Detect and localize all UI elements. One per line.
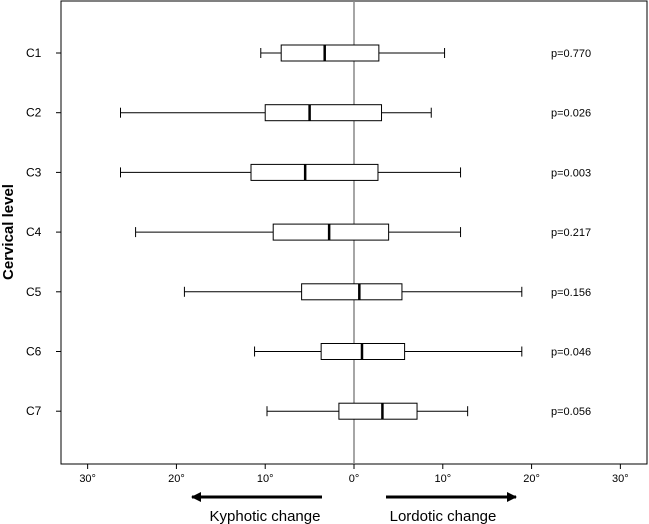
p-value-label: p=0.026 [551,108,591,120]
x-tick-label: 0° [349,473,360,485]
x-axis-ticks: 30° 20° 10° 0° 10° 20° 30° [79,464,629,485]
p-value-label: p=0.156 [551,287,591,299]
p-value-label: p=0.217 [551,227,591,239]
x-tick-label: 20° [523,473,540,485]
box-c1: C1 p=0.770 [26,44,591,62]
p-value-label: p=0.046 [551,347,591,359]
box-c2: C2 p=0.026 [26,104,591,122]
iqr-box [272,223,390,241]
p-value-label: p=0.770 [551,48,591,60]
x-tick-label: 20° [168,473,185,485]
p-value-label: p=0.003 [551,167,591,179]
category-label: C3 [26,165,42,179]
category-label: C2 [26,106,42,120]
iqr-box [280,44,380,62]
category-label: C6 [26,345,42,359]
x-tick-label: 30° [612,473,629,485]
lordotic-change-label: Lordotic change [390,508,497,524]
iqr-box [264,104,383,122]
category-label: C5 [26,285,42,299]
category-label: C7 [26,404,42,418]
kyphotic-change-label: Kyphotic change [210,508,321,524]
box-c7: C7 p=0.056 [26,402,591,420]
category-label: C4 [26,225,42,239]
x-tick-label: 30° [79,473,96,485]
boxes-layer: C1 p=0.770 C2 p=0.026 C3 p=0.003 C4 p=0.217 C5 p=… [26,44,591,420]
category-label: C1 [26,46,42,60]
iqr-box [338,402,418,420]
box-c3: C3 p=0.003 [26,163,591,181]
x-tick-label: 10° [434,473,451,485]
iqr-box [250,163,379,181]
box-c5: C5 p=0.156 [26,283,591,301]
x-tick-label: 10° [257,473,274,485]
y-axis-label: Cervical level [0,184,17,280]
box-c6: C6 p=0.046 [26,343,591,360]
p-value-label: p=0.056 [551,406,591,418]
box-c4: C4 p=0.217 [26,223,591,241]
iqr-box [301,283,403,301]
